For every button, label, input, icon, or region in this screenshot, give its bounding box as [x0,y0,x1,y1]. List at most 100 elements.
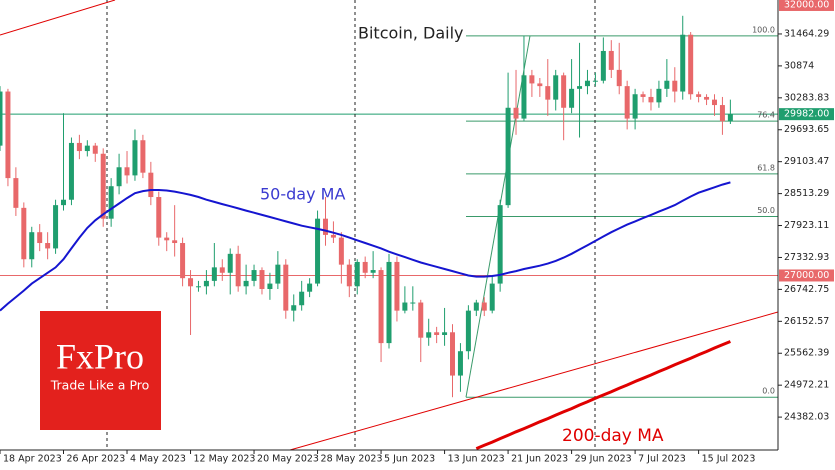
candle-body [442,332,448,335]
x-tick-label: 7 Jul 2023 [638,454,686,465]
candle-body [584,80,590,87]
candle-body [727,114,733,122]
candle-body [53,205,59,249]
candle-body [275,264,281,284]
candle-body [21,207,27,260]
chart-title: Bitcoin, Daily [358,24,464,43]
candle-body [688,34,694,95]
candle-body [362,261,368,273]
ma200-label: 200-day MA [562,426,664,446]
price-level-label: 29982.00 [784,109,829,120]
candle-body [267,283,273,289]
candle-body [465,310,471,352]
ma50-label: 50-day MA [260,185,345,204]
candle-body [664,80,670,89]
x-tick-label: 20 May 2023 [257,454,319,465]
fib-label: 50.0 [757,206,775,215]
candle-body [545,86,551,100]
y-tick-label: 26742.75 [784,284,829,295]
x-tick-label: 12 May 2023 [194,454,256,465]
candle-body [322,218,328,235]
y-tick-label: 29693.65 [784,124,829,135]
candle-body [251,270,257,281]
candle-body [672,80,678,92]
candle-body [386,261,392,344]
candle-body [330,234,336,238]
x-tick-label: 15 Jul 2023 [702,454,756,465]
candle-body [640,94,646,97]
candle-body [505,107,511,206]
fib-label: 61.8 [757,163,775,172]
candle-body [711,99,717,106]
candle-body [140,140,146,173]
candle-body [148,172,154,198]
candle-body [259,270,265,289]
candle-body [315,218,321,284]
x-tick-label: 5 Jun 2023 [384,454,435,465]
candle-body [696,94,702,97]
candle-body [616,69,622,87]
candle-body [656,88,662,103]
candle-body [481,302,487,311]
candle-body [76,142,82,152]
candle-body [394,261,400,311]
y-tick-label: 25562.39 [784,348,829,359]
candle-body [624,86,630,119]
candle-body [346,264,352,287]
candle-body [402,302,408,311]
y-tick-label: 27332.93 [784,252,829,263]
x-tick-label: 29 Jun 2023 [575,454,632,465]
candle-body [592,80,598,82]
candle-body [537,83,543,87]
candle-body [704,96,710,100]
y-tick-label: 28513.29 [784,188,829,199]
candle-body [569,88,575,108]
candle-body [0,91,3,146]
plot-area [0,0,778,450]
x-tick-label: 4 May 2023 [130,454,186,465]
fib-label: 76.4 [757,111,775,120]
candle-body [513,107,519,119]
candle-body [84,145,90,152]
candle-body [203,280,209,287]
candle-body [227,253,233,273]
candle-body [529,75,535,84]
candle-body [45,243,51,249]
x-tick-label: 13 Jun 2023 [448,454,505,465]
candle-body [489,283,495,311]
y-tick-label: 26152.57 [784,316,829,327]
candle-body [450,332,456,376]
candle-body [5,91,11,179]
candle-body [632,94,638,119]
candle-body [577,86,583,89]
candle-body [132,140,138,176]
y-tick-label: 24382.03 [784,412,829,423]
channel-line [289,311,778,450]
price-level-label: 32000.00 [784,0,829,10]
y-tick-label: 31464.29 [784,28,829,39]
candle-body [307,283,313,292]
candle-body [180,243,186,279]
candle-body [156,197,162,238]
candle-body [172,240,178,244]
candle-body [426,332,432,338]
price-level-tag [779,0,834,11]
candle-body [473,302,479,311]
candle-body [195,286,201,288]
candle-body [188,278,194,287]
logo-box [40,311,161,430]
candle-body [521,75,527,119]
price-level-tag [779,269,834,282]
candle-body [61,199,67,206]
y-tick-label: 24972.21 [784,380,829,391]
y-tick-label: 30283.83 [784,92,829,103]
logo-slogan: Trade Like a Pro [50,378,150,393]
x-tick-label: 28 May 2023 [321,454,383,465]
candle-body [124,167,130,176]
candle-body [370,270,376,273]
moving-average [0,181,731,312]
moving-average [475,340,731,450]
price-level-label: 27000.00 [784,270,829,281]
candle-body [13,178,19,208]
